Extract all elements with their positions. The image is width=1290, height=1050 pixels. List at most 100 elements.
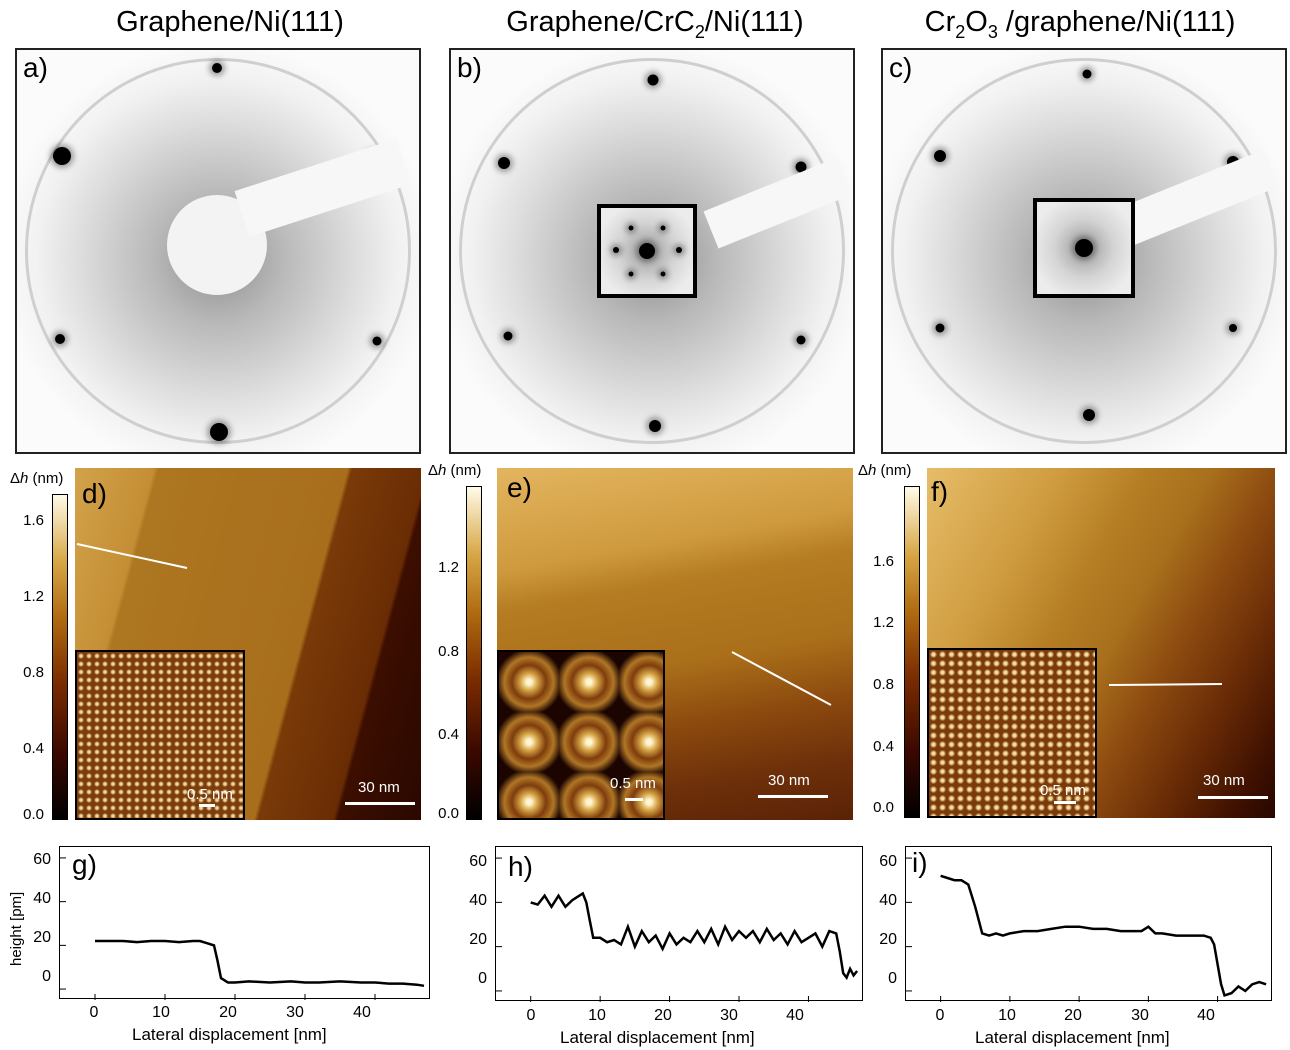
leed-pattern-b: b): [449, 48, 855, 454]
colorbar-tick: 1.2: [873, 614, 894, 631]
colorbar-tick: 1.2: [23, 588, 44, 605]
leed-spot: [1082, 69, 1092, 79]
scale-bar: [1198, 796, 1268, 799]
ytick-label: 40: [879, 892, 897, 909]
colorbar-tick: 0.0: [23, 806, 44, 823]
xtick-label: 20: [1064, 1007, 1082, 1024]
panel-label-i: i): [912, 847, 928, 878]
ytick-label: 40: [33, 890, 51, 907]
stm-image-e: 0.5 nm 30 nm e): [497, 468, 853, 820]
colorbar-label-e: Δh (nm): [428, 462, 482, 479]
leed-spot: [55, 334, 65, 344]
stm-image-d: 0.5 nm 30 nm d): [75, 468, 421, 820]
leed-spot: [210, 423, 228, 441]
leed-spot: [796, 335, 806, 345]
scale-label: 30 nm: [768, 772, 810, 789]
xtick-label: 30: [720, 1007, 738, 1024]
leed-inset: [1033, 198, 1135, 298]
xtick-label: 0: [935, 1007, 945, 1024]
atomic-resolution-inset: [497, 650, 665, 820]
panel-label-h: h): [508, 851, 533, 882]
leed-inset-spot: [660, 271, 666, 277]
panel-label-d: d): [82, 478, 107, 509]
height-profile-plot-h: h): [495, 846, 863, 1002]
leed-spot: [649, 420, 661, 432]
leed-spot: [498, 157, 510, 169]
x-axis-label: Lateral displacement [nm]: [975, 1028, 1170, 1047]
panel-label-f: f): [931, 476, 949, 507]
leed-screen-rim: [25, 58, 411, 444]
ytick-label: 60: [879, 853, 897, 870]
inset-scale-label: 0.5 nm: [187, 786, 233, 803]
leed-pattern-a: a): [15, 48, 421, 454]
xtick-label: 0: [89, 1004, 99, 1021]
height-profile-line: [940, 874, 1267, 997]
xtick-label: 0: [526, 1007, 536, 1024]
colorbar-e: [466, 486, 482, 820]
colorbar-f: [904, 486, 920, 818]
xtick-label: 10: [588, 1007, 606, 1024]
x-axis-label: Lateral displacement [nm]: [132, 1025, 327, 1044]
stm-image-f: 0.5 nm 30 nm f): [927, 468, 1275, 818]
panel-label-e: e): [507, 472, 532, 503]
xtick-label: 20: [219, 1004, 237, 1021]
colorbar-tick: 1.2: [438, 559, 459, 576]
plot-g-canvas: [60, 857, 425, 1000]
scale-bar: [345, 802, 415, 805]
ytick-label: 0: [888, 970, 897, 987]
ytick-label: 60: [469, 853, 487, 870]
ytick-label: 20: [879, 931, 897, 948]
colorbar-tick: 1.6: [23, 512, 44, 529]
colorbar-tick: 0.4: [438, 726, 459, 743]
scale-bar: [758, 795, 828, 798]
xtick-label: 20: [654, 1007, 672, 1024]
leed-spot: [372, 336, 382, 346]
leed-spot: [647, 74, 659, 86]
ytick-label: 0: [42, 968, 51, 985]
panel-label-g: g): [72, 849, 97, 880]
leed-spot: [934, 150, 946, 162]
xtick-label: 10: [152, 1004, 170, 1021]
inset-scale-bar: [199, 804, 215, 807]
colorbar-tick: 0.0: [438, 805, 459, 822]
stm-profile-line: [1108, 683, 1223, 686]
xtick-label: 40: [786, 1007, 804, 1024]
panel-label-a: a): [23, 52, 48, 83]
inset-scale-label: 0.5 nm: [610, 775, 656, 792]
leed-spot: [212, 63, 222, 73]
ytick-label: 0: [478, 970, 487, 987]
stm-profile-line: [76, 543, 188, 569]
scale-label: 30 nm: [1203, 772, 1245, 789]
atomic-resolution-inset: [927, 648, 1097, 818]
atomic-resolution-inset: [75, 650, 245, 820]
x-axis-label: Lateral displacement [nm]: [560, 1028, 755, 1047]
leed-spot: [53, 147, 71, 165]
inset-scale-bar: [1054, 801, 1076, 804]
plot-i-canvas: [906, 857, 1267, 1002]
leed-inset-spot: [660, 225, 666, 231]
leed-inset-spot: [676, 247, 682, 253]
leed-pattern-c: c): [881, 48, 1287, 454]
colorbar-tick: 0.4: [23, 740, 44, 757]
xtick-label: 40: [1197, 1007, 1215, 1024]
ytick-label: 40: [469, 892, 487, 909]
leed-spot: [1083, 409, 1095, 421]
colorbar-label-d: Δh (nm): [10, 470, 64, 487]
title-cr2o3-graphene-ni: Cr2O3 /graphene/Ni(111): [924, 6, 1236, 42]
scale-label: 30 nm: [358, 779, 400, 796]
colorbar-tick: 0.8: [873, 676, 894, 693]
colorbar-tick: 0.8: [438, 643, 459, 660]
colorbar-d: [52, 494, 68, 820]
plot-h-canvas: [496, 857, 859, 1002]
panel-label-c: c): [889, 52, 913, 83]
leed-screen-rim: [459, 58, 845, 444]
height-profile-line: [530, 891, 859, 981]
colorbar-tick: 1.6: [873, 553, 894, 570]
title-graphene-ni: Graphene/Ni(111): [116, 6, 344, 38]
colorbar-tick: 0.0: [873, 799, 894, 816]
leed-inset-center-spot: [639, 243, 655, 259]
panel-label-b: b): [457, 52, 482, 83]
title-graphene-crc2-ni: Graphene/CrC2/Ni(111): [506, 6, 804, 42]
leed-inset-spot: [628, 271, 634, 277]
leed-inset-center-spot: [1075, 239, 1093, 257]
